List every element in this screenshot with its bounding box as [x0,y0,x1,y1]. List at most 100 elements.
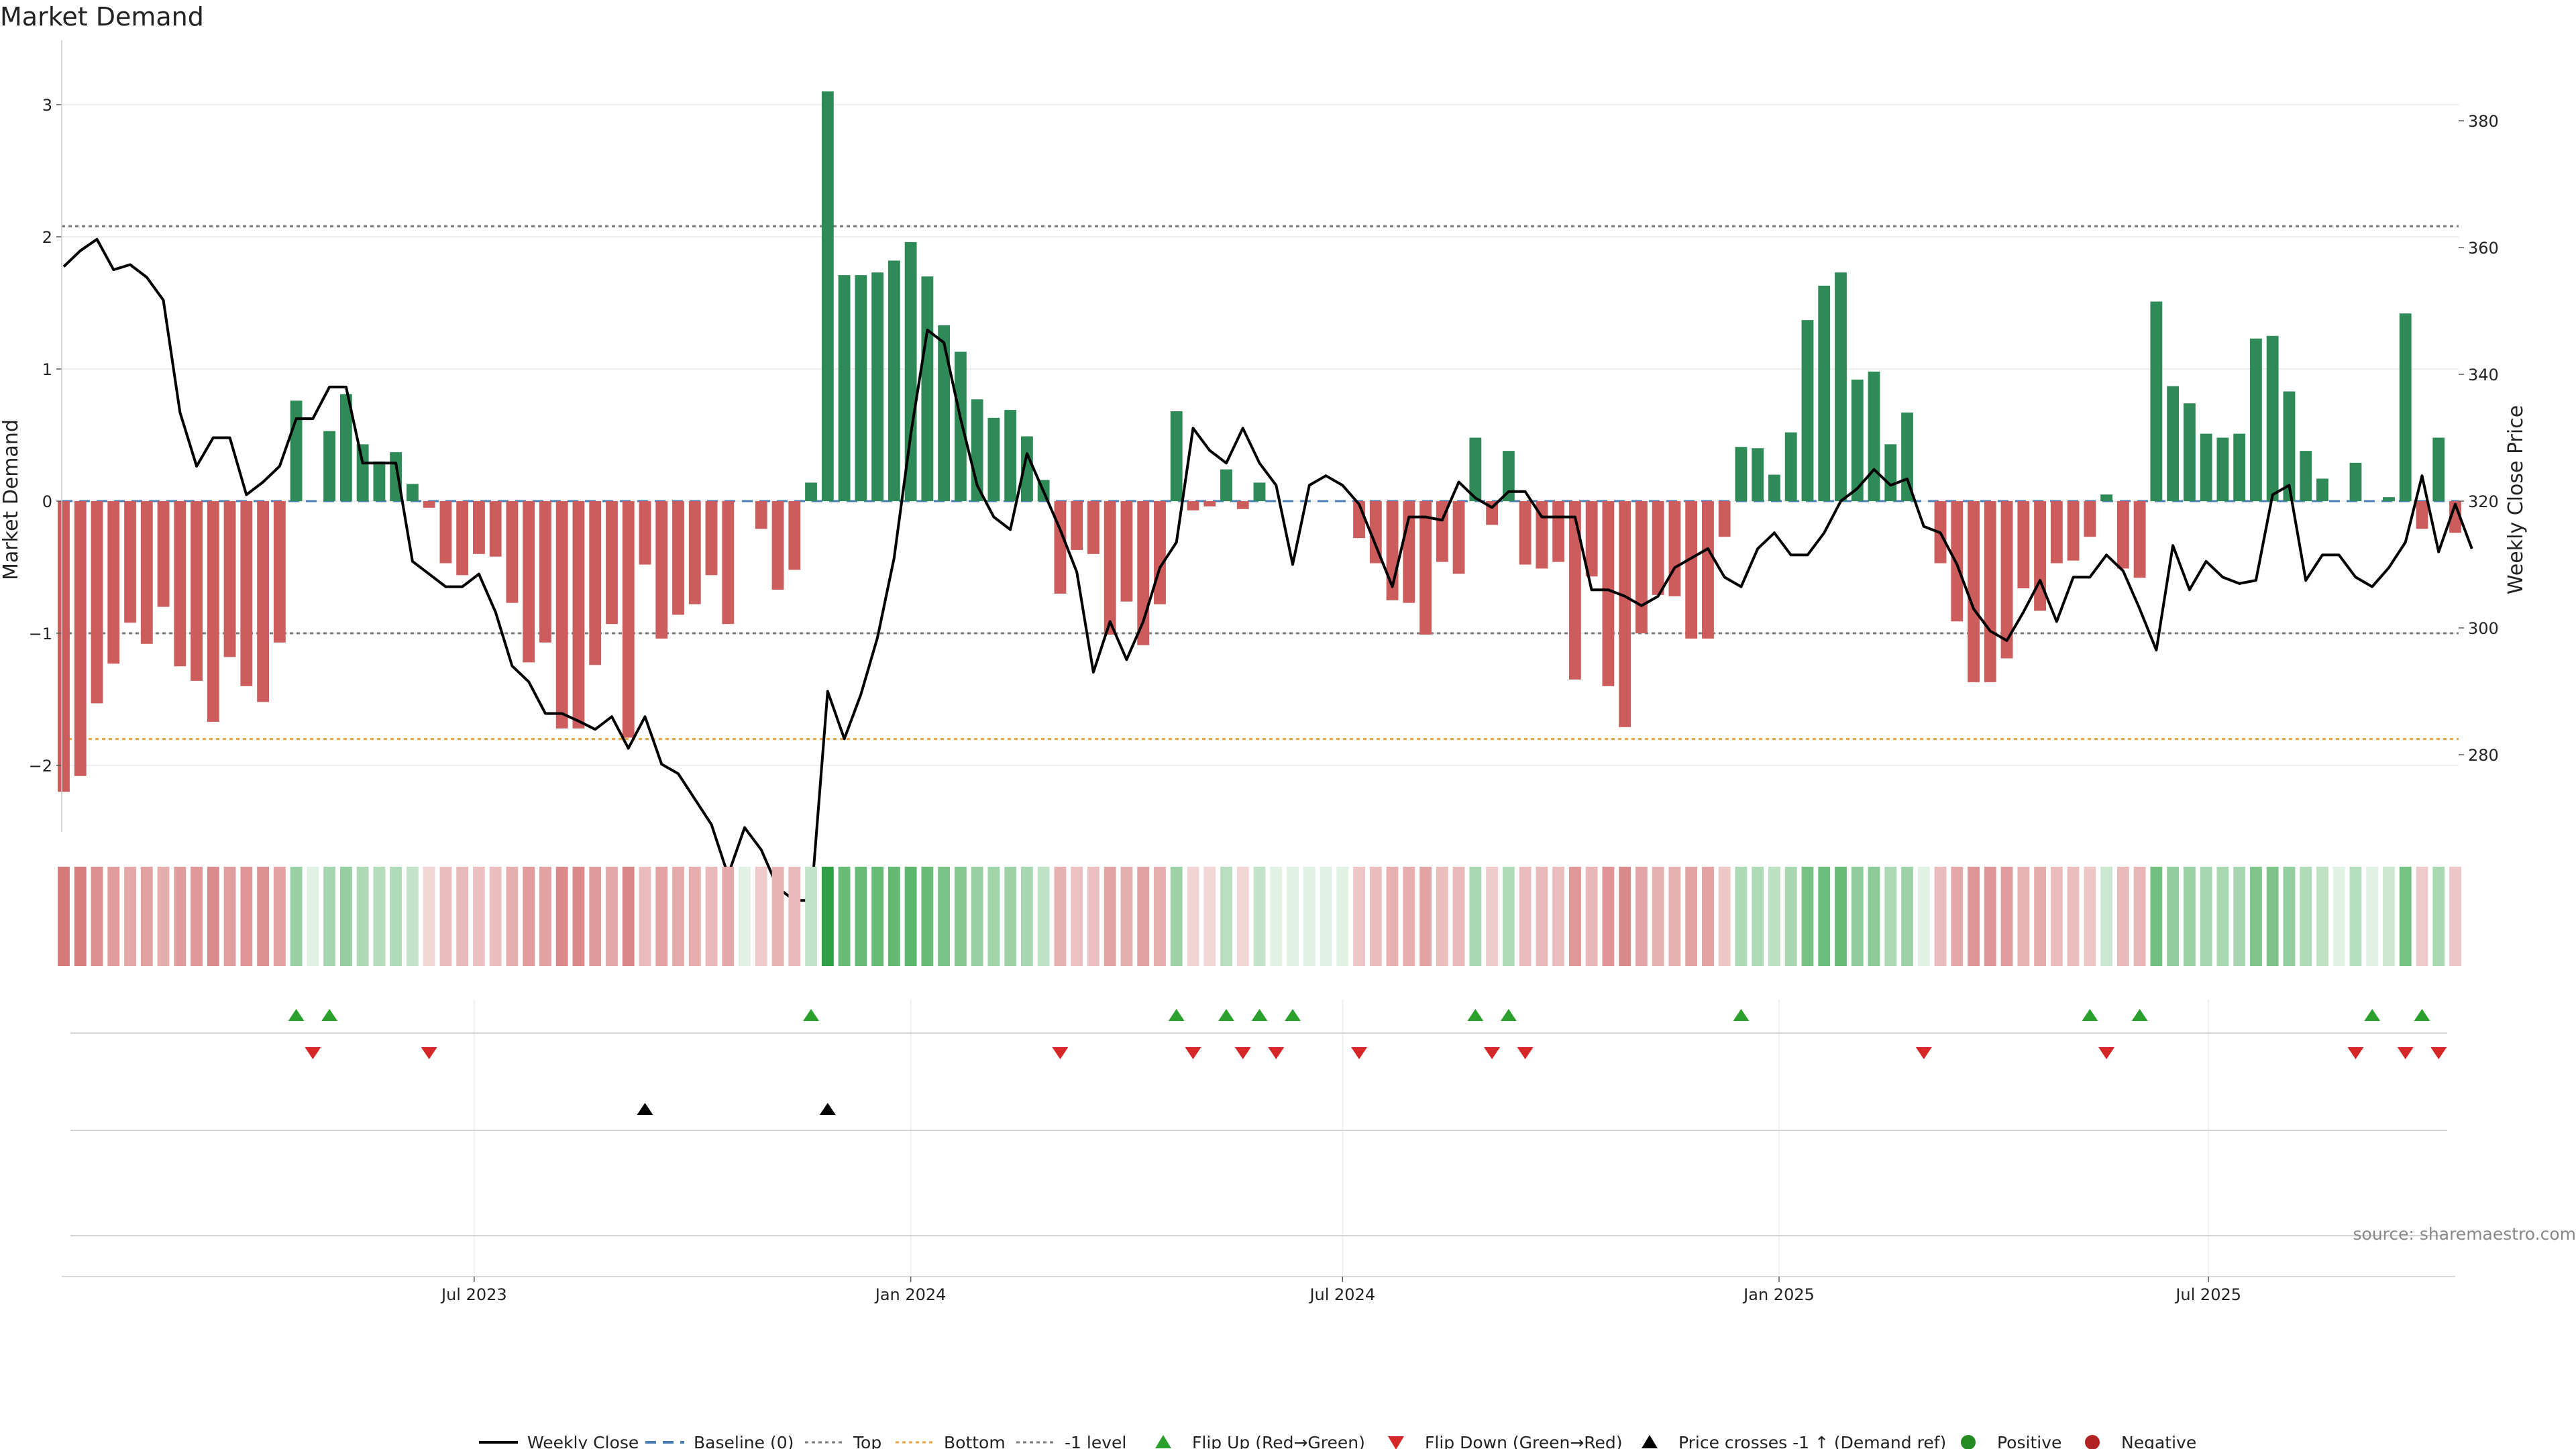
flip-up-marker [1500,1009,1517,1021]
flip-down-marker [2397,1047,2414,1059]
demand-bar [1984,501,1996,682]
heat-cell [1519,867,1532,966]
demand-bar [2349,462,2362,501]
heat-cell [1386,867,1399,966]
price-cross-marker [637,1103,653,1115]
heat-cell [1568,867,1581,966]
heat-cell [1253,867,1266,966]
x-tick-label: Jul 2024 [1308,1285,1375,1304]
heat-cell [821,867,834,966]
demand-bar [124,501,136,623]
demand-bar [2399,313,2412,501]
demand-bar [2283,391,2296,501]
flip-up-marker [1251,1009,1268,1021]
heat-cell [2017,867,2030,966]
demand-bar [1120,501,1133,602]
heat-cell [1004,867,1017,966]
demand-bar [74,501,87,776]
legend-swatch-flip-up [1155,1435,1171,1448]
heat-cell [140,867,153,966]
right-tick-label: 280 [2468,746,2499,765]
demand-bar [1419,501,1432,635]
demand-bar [1568,501,1581,680]
demand-bar [1735,447,1748,501]
demand-bar [954,352,967,501]
heat-cell [1917,867,1930,966]
left-tick-label: 0 [42,492,52,511]
heat-cell [1154,867,1166,966]
demand-bar [157,501,170,607]
heat-cell [954,867,967,966]
heat-cell [1120,867,1133,966]
demand-bar [1452,501,1465,574]
heat-cell [639,867,651,966]
demand-bar [107,501,120,664]
heat-cell [1868,867,1880,966]
flip-down-marker [1484,1047,1501,1059]
flip-up-marker [2414,1009,2430,1021]
heat-cell [439,867,452,966]
flip-down-marker [2098,1047,2115,1059]
heat-cell [307,867,319,966]
demand-bar [191,501,203,681]
heat-cell [2233,867,2246,966]
flip-down-marker [1517,1047,1534,1059]
heat-cell [1552,867,1565,966]
left-axis-label: Market Demand [0,419,23,580]
demand-bar [1154,501,1166,604]
legend-label: Positive [1997,1433,2061,1449]
legend-label: Baseline (0) [694,1433,794,1449]
demand-bar [2432,437,2445,501]
demand-bar [2233,433,2246,501]
demand-bar [705,501,718,576]
heat-cell [938,867,951,966]
demand-bar [1951,501,1964,622]
heat-cell [1469,867,1482,966]
demand-bar [2150,301,2163,501]
heat-cell [2216,867,2229,966]
heat-cell [1752,867,1764,966]
heat-cell [1452,867,1465,966]
chart-title: Market Demand [0,2,204,32]
heat-cell [1187,867,1199,966]
heat-cell [273,867,286,966]
heat-cell [606,867,618,966]
demand-bar [1818,285,1831,501]
heat-cell [390,867,402,966]
heat-cell [2316,867,2328,966]
demand-bar [805,482,817,501]
heat-cell [1336,867,1349,966]
demand-bar [2067,501,2080,561]
heat-cell [622,867,635,966]
price-cross-marker [819,1103,836,1115]
demand-bar [1519,501,1532,565]
heat-cell [539,867,551,966]
demand-bar [1702,501,1714,639]
demand-heat-strip [58,867,2461,966]
heat-cell [1818,867,1831,966]
heat-cell [2000,867,2013,966]
demand-bar [987,417,1000,501]
flip-up-marker [1467,1009,1484,1021]
demand-bar [1220,469,1232,501]
legend-swatch-cross [1642,1435,1658,1448]
heat-cell [423,867,435,966]
left-tick-label: 2 [42,228,52,247]
demand-bar [572,501,585,729]
right-tick-label: 380 [2468,112,2499,131]
heat-cell [489,867,502,966]
heat-cell [2067,867,2080,966]
demand-bar [1884,444,1897,501]
flip-up-marker [2364,1009,2381,1021]
heat-cell [1419,867,1432,966]
heat-cell [2416,867,2428,966]
demand-bar [473,501,485,554]
heat-cell [339,867,352,966]
demand-bar [1868,371,1880,501]
heat-cell [58,867,70,966]
demand-bar [855,275,867,501]
heat-cell [124,867,136,966]
heat-cell [257,867,269,966]
heat-cell [555,867,568,966]
demand-bar [356,444,369,501]
